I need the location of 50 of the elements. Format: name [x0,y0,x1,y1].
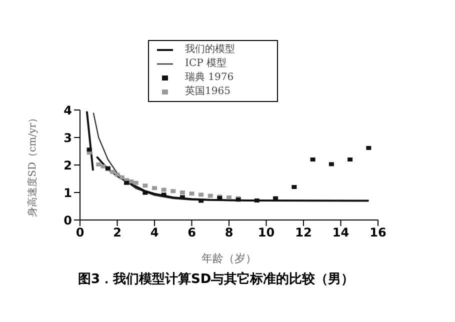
y-axis-title: 身高速度SD（cm/yr） [26,113,39,217]
x-tick-label: 0 [76,226,84,240]
point [124,180,130,185]
x-tick-label: 4 [150,226,159,240]
x-tick-label: 10 [258,226,275,240]
point [292,185,297,189]
point [180,195,185,200]
point [180,190,185,194]
point [198,192,204,197]
x-axis-title: 年龄（岁） [202,252,256,265]
point [170,189,176,194]
point [226,195,232,200]
point [328,162,334,166]
y-tick-label: 3 [64,130,72,145]
point [142,184,148,188]
point [348,158,353,162]
y-tick-label: 0 [64,213,72,228]
x-tick-label: 2 [113,226,122,240]
point [86,148,92,152]
legend-label: ICP 模型 [185,57,227,71]
y-tick-label: 4 [64,103,72,118]
point [100,164,106,168]
point [119,175,124,180]
point [161,188,166,192]
point [366,146,372,150]
point [273,196,278,200]
point [254,198,260,202]
point [128,180,134,184]
x-tick-label: 6 [188,226,196,240]
point [161,192,166,197]
legend-label: 英国1965 [185,85,230,99]
y-tick-label: 2 [64,158,72,172]
point [96,162,102,166]
point [189,192,194,196]
x-tick-label: 8 [224,226,234,240]
point [152,186,157,190]
point [133,180,138,185]
y-tick-label: 1 [64,186,72,200]
x-tick-label: 12 [295,226,312,240]
point [110,170,116,174]
legend-label: 瑞典 1976 [185,71,234,85]
point [310,158,316,162]
x-tick-label: 16 [370,226,386,240]
point [142,190,148,195]
point [198,198,204,203]
legend-label: 我们的模型 [185,43,235,57]
x-tick-label: 14 [332,226,350,240]
point [208,194,213,198]
point [114,172,120,177]
text: 图3．我们模型计算SD与其它标准的比较（男） [78,270,356,288]
